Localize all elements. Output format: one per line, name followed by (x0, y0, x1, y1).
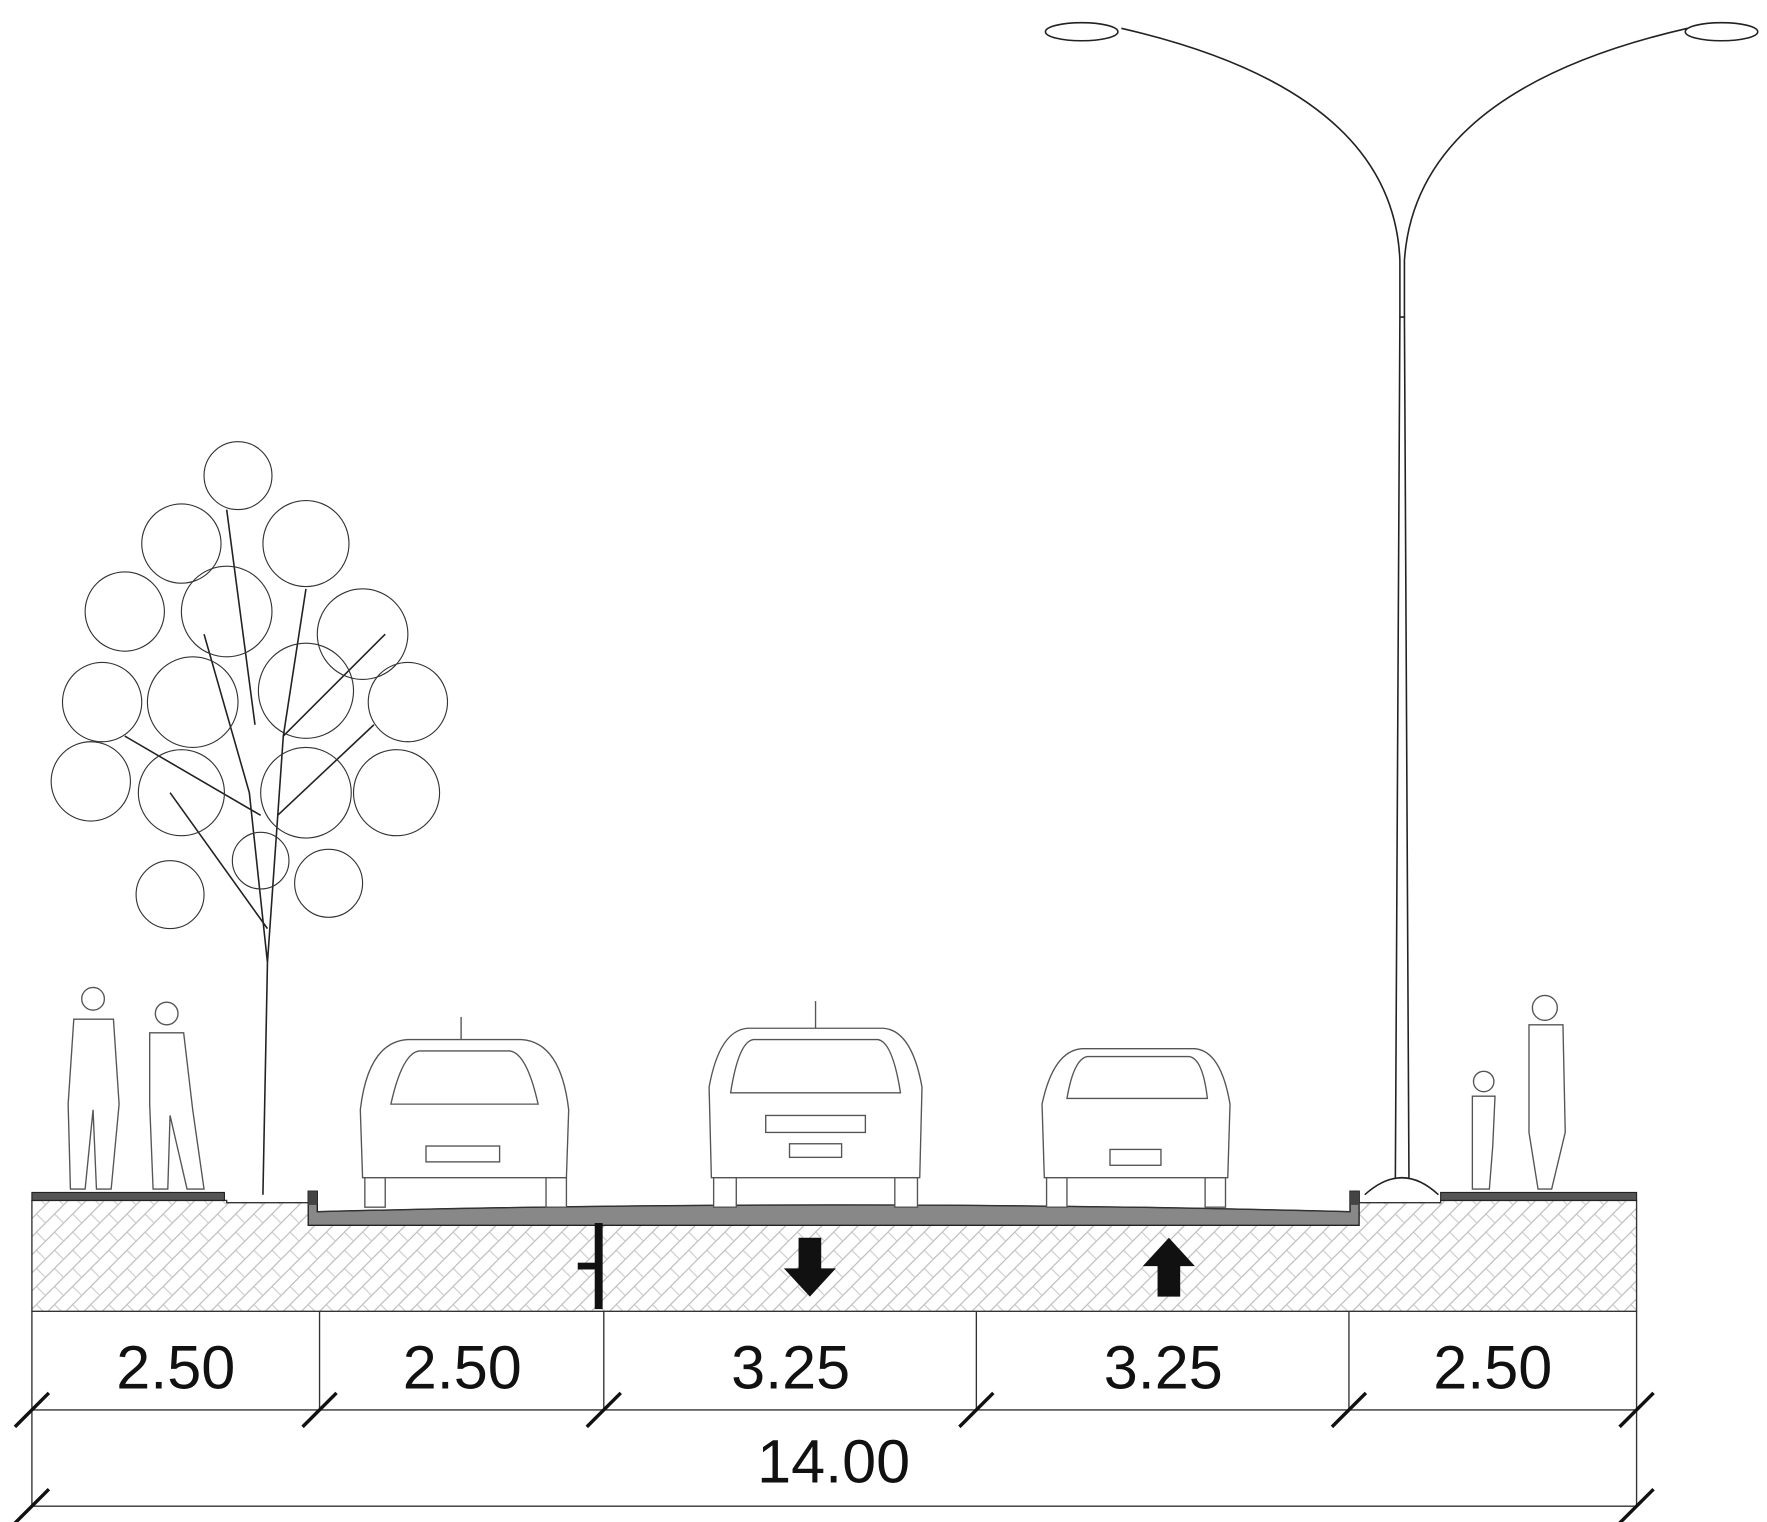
segment-width: 2.50 (403, 1334, 522, 1402)
cars (359, 1001, 1231, 1208)
segment-width: 3.25 (731, 1334, 850, 1402)
tree (50, 441, 449, 1195)
pedestrians (67, 986, 1566, 1190)
total-width: 14.00 (757, 1428, 910, 1496)
ground (31, 1190, 1638, 1313)
street-light (1044, 21, 1759, 1196)
segment-width: 2.50 (116, 1334, 235, 1402)
segment-width: 2.50 (1433, 1334, 1552, 1402)
dimension-labels: 2.50 2.50 3.25 3.25 2.50 14.00 (116, 1334, 1552, 1496)
dimension-lines (13, 1311, 1655, 1522)
segment-width: 3.25 (1104, 1334, 1223, 1402)
